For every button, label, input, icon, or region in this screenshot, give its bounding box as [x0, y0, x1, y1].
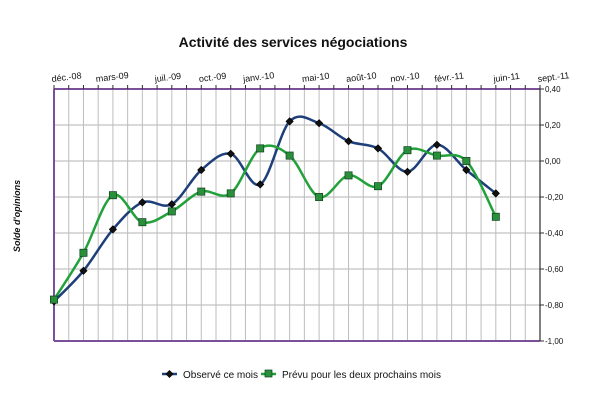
legend-forecast-label: Prévu pour les deux prochains mois: [282, 370, 441, 381]
observed-point-marker: [403, 167, 412, 176]
forecast-point-marker: [491, 212, 500, 221]
observed-point-marker: [432, 140, 442, 149]
x-tick-label: janv.-10: [241, 70, 274, 84]
forecast-series-line: [52, 144, 498, 301]
y-tick-label: -0,80: [545, 301, 564, 310]
forecast-point-marker: [197, 187, 206, 196]
observed-point-marker: [108, 225, 118, 234]
forecast-point-marker: [79, 248, 88, 257]
forecast-point-marker: [50, 295, 58, 304]
x-tick-label: juil.-09: [153, 71, 182, 84]
legend-observed-label: Observé ce mois: [183, 370, 258, 381]
x-tick-label: août-10: [346, 70, 378, 84]
observed-series-line: [52, 115, 498, 303]
observed-point-marker: [344, 137, 353, 146]
tick-labels: déc.-08 mars-09 juil.-09 oct.-09 janv.-10 mai…: [51, 70, 570, 346]
forecast-point-marker: [315, 193, 324, 201]
series-layer: [49, 115, 500, 306]
y-tick-label: -0,20: [545, 193, 564, 202]
observed-point-marker: [285, 117, 294, 126]
legend-forecast-marker: [264, 369, 273, 378]
x-tick-label: févr.-11: [434, 70, 464, 84]
forecast-point-marker: [432, 151, 441, 160]
x-tick-label: juin-11: [492, 71, 520, 84]
x-tick-label: déc.-08: [51, 70, 82, 84]
y-tick-label: -1,00: [545, 337, 564, 346]
forecast-point-marker: [256, 144, 265, 153]
observed-point-marker: [197, 165, 206, 175]
x-tick-label: sept.-11: [537, 70, 570, 84]
observed-point-marker: [79, 266, 88, 275]
observed-point-marker: [256, 180, 265, 189]
y-tick-label: -0,40: [545, 229, 564, 238]
chart-title: Activité des services négociations: [179, 34, 408, 50]
observed-point-marker: [491, 189, 500, 198]
forecast-point-marker: [138, 218, 147, 227]
observed-point-marker: [373, 144, 383, 153]
x-tick-label: nov.-10: [390, 70, 420, 84]
y-axis-label: Solde d'opinions: [12, 180, 22, 252]
y-tick-label: -0,60: [545, 265, 564, 274]
forecast-point-marker: [344, 171, 353, 180]
forecast-point-marker: [108, 191, 117, 200]
observed-point-marker: [138, 198, 147, 207]
forecast-point-marker: [285, 151, 294, 160]
y-tick-label: 0,00: [545, 157, 561, 166]
observed-point-marker: [462, 165, 471, 175]
forecast-point-marker: [462, 157, 471, 165]
forecast-point-marker: [226, 189, 235, 198]
forecast-point-marker: [403, 146, 412, 155]
forecast-point-marker: [167, 207, 176, 216]
observed-point-marker: [226, 149, 235, 158]
x-tick-label: mai-10: [301, 71, 330, 84]
legend-observed-marker: [165, 370, 174, 378]
x-tick-label: mars-09: [95, 70, 129, 84]
y-tick-label: 0,20: [545, 121, 561, 130]
observed-point-marker: [314, 119, 324, 128]
x-tick-label: oct.-09: [198, 71, 227, 84]
y-tick-label: 0,40: [545, 85, 561, 94]
legend: Observé ce mois Prévu pour les deux proch…: [162, 369, 441, 381]
forecast-point-marker: [374, 182, 382, 191]
